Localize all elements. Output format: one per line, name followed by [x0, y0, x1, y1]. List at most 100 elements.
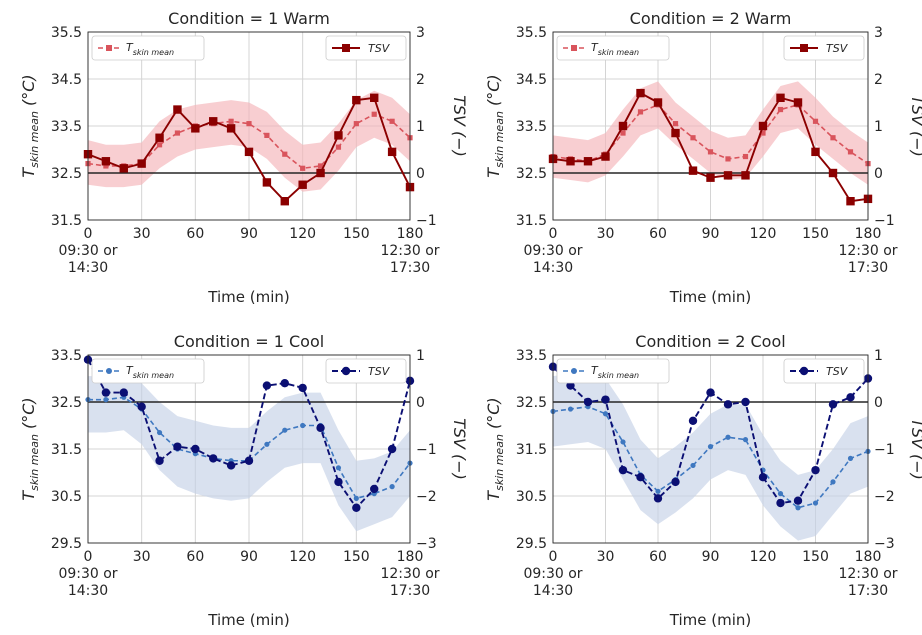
y-right-tick-label: −3 [416, 536, 437, 552]
x-axis-label: Time (min) [669, 611, 751, 629]
data-point [706, 173, 715, 182]
legend-left: Tskin mean [91, 35, 205, 61]
legend-left: Tskin mean [91, 358, 205, 384]
y-left-tick-label: 33.5 [51, 119, 82, 135]
x-axis-label: Time (min) [207, 288, 289, 306]
y-left-tick-label: 33.5 [516, 119, 547, 135]
x-tick-label: 150 [802, 549, 829, 565]
data-point [119, 164, 128, 173]
data-point [655, 488, 661, 494]
y-right-tick-label: 2 [874, 72, 883, 88]
data-point [707, 444, 714, 450]
y-left-tick-label: 35.5 [51, 25, 82, 41]
data-point [760, 130, 766, 136]
x-tick-label: 180 12:30 or 17:30 [380, 549, 439, 599]
y-right-tick-label: 0 [874, 166, 883, 182]
data-point [334, 131, 343, 140]
legend-marker [799, 366, 809, 376]
data-point [389, 118, 395, 124]
data-point [298, 383, 307, 393]
data-point [707, 149, 714, 155]
y-left-tick-label: 32.5 [516, 395, 547, 411]
x-axis-label: Time (min) [669, 288, 751, 306]
plot-frame [552, 31, 869, 221]
data-point [828, 400, 838, 409]
data-point [620, 130, 626, 136]
legend-box [325, 358, 407, 384]
confidence-band [553, 81, 868, 185]
legend-label: TSV [826, 42, 849, 55]
data-point [653, 494, 663, 503]
data-point [387, 444, 397, 454]
data-point [352, 95, 361, 105]
x-tick-label: 180 12:30 or 17:30 [838, 549, 897, 599]
data-point [103, 397, 109, 403]
legend-box [91, 35, 205, 61]
legend-right: TSV [783, 358, 865, 384]
data-point [282, 427, 288, 433]
x-tick-label: 150 [343, 226, 370, 242]
data-point [103, 163, 109, 169]
data-point [335, 144, 342, 150]
data-point [335, 465, 342, 471]
y-right-tick-label: 1 [874, 119, 883, 135]
y-right-tick-label: 3 [874, 25, 883, 41]
y-right-axis-label: TSV (−) [450, 95, 469, 157]
y-left-tick-label: 33.5 [51, 348, 82, 364]
data-point [371, 111, 377, 117]
y-left-tick-label: 30.5 [516, 489, 547, 505]
data-point [688, 416, 698, 425]
data-point [300, 422, 306, 429]
y-right-tick-label: 1 [416, 348, 425, 364]
data-point [742, 153, 749, 160]
data-point [353, 495, 359, 501]
legend-marker [800, 44, 808, 52]
plot-frame [552, 354, 869, 544]
legend-right: TSV [325, 35, 407, 61]
x-tick-label: 60 [649, 549, 667, 565]
data-point [334, 477, 343, 487]
y-right-tick-label: 0 [416, 166, 425, 182]
data-point [101, 157, 111, 166]
confidence-band [88, 90, 410, 192]
x-tick-label: 30 [133, 226, 151, 242]
y-right-tick-label: −1 [416, 442, 437, 458]
y-left-tick-label: 32.5 [51, 166, 82, 182]
data-point [244, 456, 254, 465]
data-point [567, 406, 574, 412]
legend-label: Tskin mean [126, 41, 174, 57]
data-point [758, 121, 768, 131]
confidence-band [88, 373, 410, 532]
x-tick-label: 120 [750, 549, 777, 565]
data-point [300, 165, 306, 171]
x-tick-label: 120 [289, 226, 316, 242]
data-point [156, 142, 163, 148]
data-point [387, 147, 397, 157]
data-point [741, 397, 750, 407]
data-point [690, 135, 696, 141]
data-point [811, 147, 820, 157]
chart-panel-3: Condition = 1 Cool 29.5 30.5 31.5 32.5 33.5 −3… [19, 332, 469, 629]
data-point [244, 147, 254, 157]
legend-box [325, 35, 407, 61]
data-point [155, 456, 164, 465]
x-tick-label: 120 [750, 226, 777, 242]
legend-box [556, 358, 670, 384]
chart-title: Condition = 1 Cool [174, 332, 324, 351]
y-left-tick-label: 32.5 [51, 395, 82, 411]
y-left-axis-label: Tskin mean (°C) [484, 397, 506, 500]
data-point [155, 133, 164, 142]
legend-marker [571, 45, 577, 51]
data-point [636, 473, 645, 482]
y-right-axis-label: TSV (−) [908, 418, 922, 480]
data-point [602, 411, 609, 417]
plot-frame [87, 31, 411, 221]
data-point [137, 159, 146, 168]
chart-title: Condition = 2 Warm [630, 9, 792, 28]
data-point [156, 429, 163, 436]
legend-right: TSV [783, 35, 865, 61]
data-point [262, 381, 272, 390]
x-tick-label: 150 [343, 549, 370, 565]
legend-left: Tskin mean [556, 35, 670, 61]
y-right-axis-label: TSV (−) [908, 95, 922, 157]
